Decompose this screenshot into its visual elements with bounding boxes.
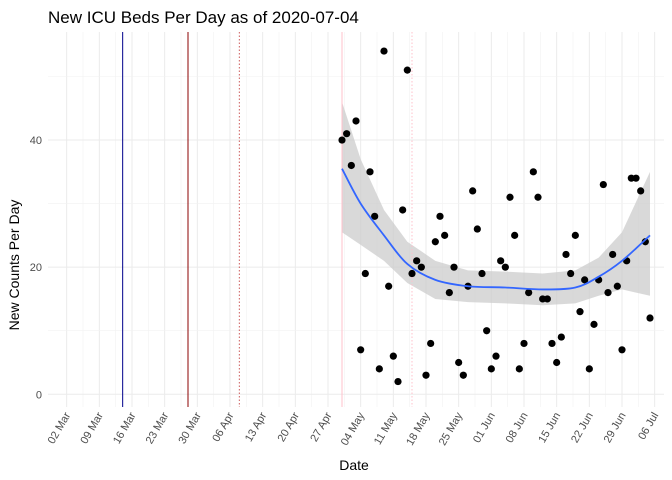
data-point [338,136,346,144]
data-point [483,327,491,335]
data-point [427,339,435,348]
points-group [338,47,654,386]
y-tick-label: 40 [30,135,42,147]
x-tick-label: 02 Mar [46,410,74,446]
data-point [492,352,500,360]
data-point [543,295,551,303]
data-point [366,168,374,176]
data-point [497,257,505,265]
data-point [618,346,626,354]
data-point [469,187,477,195]
chart-title: New ICU Beds Per Day as of 2020-07-04 [48,8,359,27]
x-tick-label: 30 Mar [176,410,204,446]
x-tick-label: 29 Jun [602,411,629,446]
data-point [609,250,617,259]
x-tick-label: 20 Apr [276,410,302,444]
data-point [347,161,355,170]
data-point [385,282,393,290]
data-point [431,238,439,246]
data-point [506,193,514,201]
data-point [343,130,351,138]
data-point [632,174,640,182]
x-tick-label: 06 Jul [636,411,661,442]
data-point [436,212,444,220]
data-point [562,250,570,259]
data-point [557,333,565,341]
data-point [371,212,379,220]
x-tick-label: 16 Mar [111,410,139,446]
x-tick-label: 09 Mar [78,410,106,446]
reference-lines-group [122,32,413,407]
data-point [455,358,463,367]
data-point [473,225,481,233]
x-tick-label: 04 May [339,410,368,448]
x-tick-label: 01 Jun [471,411,498,446]
x-tick-label: 15 Jun [536,411,563,446]
data-point [450,263,458,271]
data-point [357,346,365,354]
x-tick-label: 18 May [404,410,433,448]
x-tick-label: 11 May [372,410,400,447]
data-point [361,269,369,278]
data-point [641,238,649,246]
data-point [553,358,561,367]
data-point [352,117,360,125]
data-point [525,288,533,297]
x-tick-label: 25 May [437,410,466,448]
data-point [417,263,425,271]
data-point [637,187,645,195]
data-point [515,365,523,373]
data-point [403,66,411,74]
x-tick-label: 22 Jun [569,411,596,446]
x-tick-labels: 02 Mar 09 Mar 16 Mar 23 Mar 30 Mar 06 Apr 13 A… [46,410,662,448]
data-point [511,231,519,239]
data-point [375,365,383,373]
data-point [478,269,486,278]
data-point [520,339,528,348]
data-point [599,180,607,189]
data-point [389,352,397,360]
data-point [548,339,556,348]
data-point [571,231,579,239]
data-point [529,168,537,176]
confidence-band [342,101,650,306]
x-tick-label: 27 Apr [308,410,334,444]
x-axis-title: Date [339,457,369,473]
data-point [445,288,453,297]
smooth-line-group [341,168,651,291]
data-point [534,193,542,201]
smooth-line [341,168,651,291]
data-point [585,365,593,373]
data-point [380,47,388,55]
data-point [441,231,449,239]
x-tick-label: 13 Apr [243,410,269,444]
y-tick-labels: 0 20 40 [30,135,42,401]
data-point [581,276,589,284]
x-tick-label: 06 Apr [210,410,236,444]
data-point [413,257,421,265]
data-point [459,371,467,379]
data-point [576,308,584,316]
data-point [399,206,407,214]
confidence-band-group [342,101,650,306]
data-point [604,288,612,297]
data-point [567,269,575,278]
x-tick-label: 08 Jun [504,411,531,446]
data-point [487,365,495,373]
y-tick-label: 0 [36,389,42,401]
data-point [408,269,416,278]
x-tick-label: 23 Mar [144,410,172,446]
data-point [613,282,621,290]
data-point [646,314,654,322]
data-point [590,320,598,328]
data-point [394,377,402,386]
data-point [422,371,430,379]
y-tick-label: 20 [30,262,42,274]
data-point [501,263,509,271]
y-axis-title: New Counts Per Day [6,200,22,331]
